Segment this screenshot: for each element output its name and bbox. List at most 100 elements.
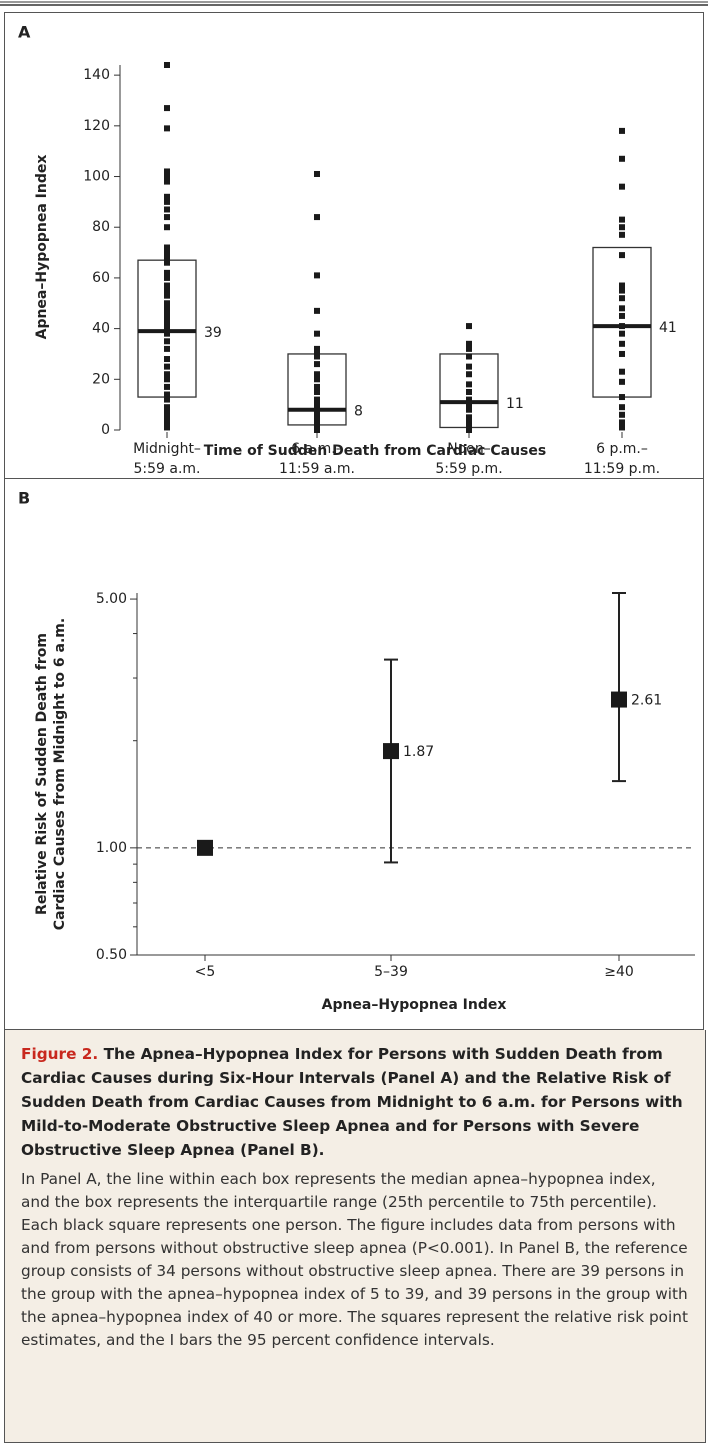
y-tick-label: 60 xyxy=(92,270,110,286)
point xyxy=(164,376,170,383)
point xyxy=(164,224,170,231)
point xyxy=(164,300,170,307)
y-tick-label: 0 xyxy=(101,422,110,438)
figure-label: Figure 2. xyxy=(21,1045,99,1063)
panel-title: B xyxy=(18,489,30,508)
chart: A B Time of Sudden Death from Cardiac Ca… xyxy=(0,1,708,1030)
caption-title: The Apnea–Hypopnea Index for Persons wit… xyxy=(21,1045,683,1159)
point xyxy=(164,287,170,294)
point xyxy=(164,315,170,322)
point xyxy=(619,411,625,418)
caption: Figure 2. The Apnea–Hypopnea Index for P… xyxy=(4,1030,706,1443)
point xyxy=(164,391,170,398)
y-axis-label: Relative Risk of Sudden Death from xyxy=(34,633,50,915)
point xyxy=(466,419,472,426)
point xyxy=(164,292,170,299)
y-tick-label: 120 xyxy=(83,118,110,134)
point xyxy=(466,353,472,360)
x-tick-label: 5:59 a.m. xyxy=(133,461,200,477)
point xyxy=(314,170,320,177)
point xyxy=(619,305,625,312)
point xyxy=(383,743,399,760)
point xyxy=(619,252,625,259)
x-axis-label: Time of Sudden Death from Cardiac Causes xyxy=(204,443,546,459)
point xyxy=(164,62,170,68)
point xyxy=(466,345,472,352)
point xyxy=(164,259,170,266)
point xyxy=(314,371,320,378)
point xyxy=(466,323,472,330)
point xyxy=(466,414,472,421)
x-tick-label: 5:59 p.m. xyxy=(435,461,502,477)
point xyxy=(619,419,625,426)
point xyxy=(314,427,320,433)
point xyxy=(164,282,170,289)
point xyxy=(619,394,625,401)
point xyxy=(466,401,472,408)
panel-frame xyxy=(4,478,704,1030)
point xyxy=(314,361,320,368)
point xyxy=(466,427,472,433)
x-tick-label: <5 xyxy=(195,964,216,980)
point xyxy=(466,340,472,347)
point xyxy=(164,206,170,213)
point xyxy=(164,414,170,421)
point xyxy=(619,368,625,375)
point xyxy=(164,305,170,312)
point xyxy=(314,330,320,337)
point xyxy=(164,356,170,363)
point xyxy=(314,396,320,403)
point xyxy=(164,325,170,332)
point xyxy=(164,178,170,185)
panel-frame xyxy=(4,12,704,479)
point xyxy=(164,310,170,317)
x-tick-label: Midnight– xyxy=(133,441,201,457)
point xyxy=(619,282,625,289)
x-tick-label: ≥40 xyxy=(604,964,634,980)
point xyxy=(314,411,320,418)
y-axis-label: Cardiac Causes from Midnight to 6 a.m. xyxy=(52,618,68,930)
y-axis-label: Apnea–Hypopnea Index xyxy=(34,155,50,340)
point xyxy=(619,287,625,294)
point xyxy=(164,214,170,221)
caption-text: In Panel A, the line within each box rep… xyxy=(21,1170,688,1349)
value-label: 1.87 xyxy=(403,744,434,760)
point xyxy=(619,404,625,411)
y-tick-label: 140 xyxy=(83,67,110,83)
point xyxy=(164,396,170,403)
x-tick-label: 11:59 p.m. xyxy=(584,461,660,477)
median-label: 41 xyxy=(659,320,677,336)
point xyxy=(314,272,320,279)
point xyxy=(164,254,170,261)
point xyxy=(466,371,472,378)
y-tick-label: 5.00 xyxy=(96,591,127,607)
point xyxy=(164,363,170,370)
point xyxy=(164,244,170,251)
y-tick-label: 100 xyxy=(83,169,110,185)
point xyxy=(619,127,625,134)
point xyxy=(164,105,170,112)
point xyxy=(164,198,170,205)
x-tick-label: 5–39 xyxy=(374,964,408,980)
point xyxy=(619,295,625,302)
x-tick-label: 6 a.m.– xyxy=(291,441,342,457)
point xyxy=(619,340,625,347)
point xyxy=(164,320,170,327)
point xyxy=(164,193,170,200)
point xyxy=(314,401,320,408)
point xyxy=(314,307,320,314)
y-tick-label: 1.00 xyxy=(96,840,127,856)
point xyxy=(164,168,170,175)
point xyxy=(314,353,320,360)
point xyxy=(314,388,320,395)
point xyxy=(619,231,625,238)
point xyxy=(164,173,170,180)
y-tick-label: 20 xyxy=(92,371,110,387)
point xyxy=(466,406,472,413)
x-axis-label: Apnea–Hypopnea Index xyxy=(322,997,507,1013)
point xyxy=(619,330,625,337)
point xyxy=(197,839,213,856)
median-label: 39 xyxy=(204,325,222,341)
median-label: 11 xyxy=(506,396,524,412)
